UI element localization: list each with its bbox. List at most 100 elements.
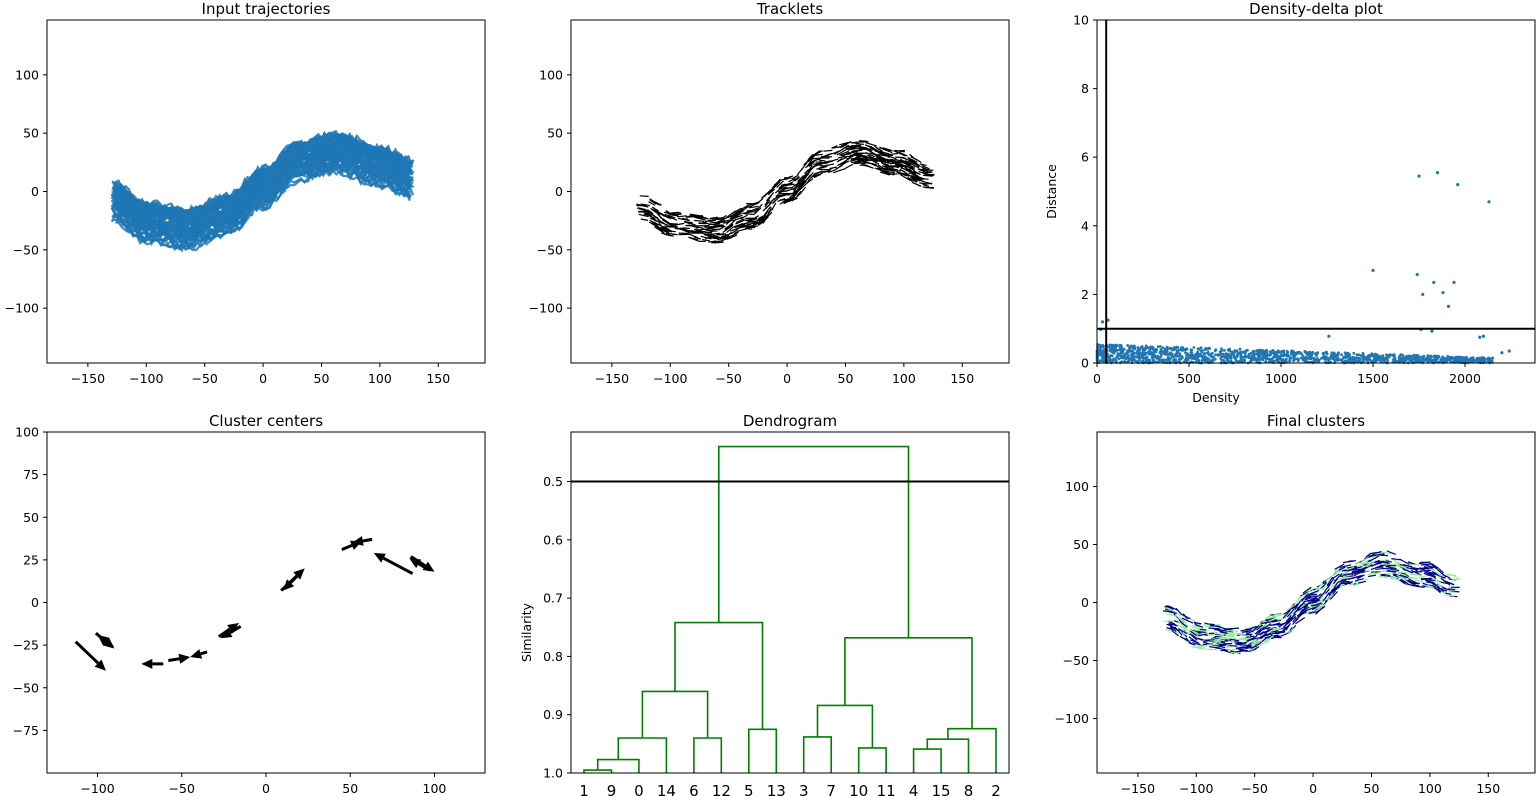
tracklet-dash: [765, 192, 775, 202]
tracklet-dash: [1245, 628, 1252, 634]
tracklet-dash: [901, 156, 912, 163]
tracklet-dash: [840, 142, 848, 147]
leaf-label: 5: [744, 782, 754, 796]
tracklet-dash: [1406, 566, 1414, 570]
tracklet-dash: [1306, 606, 1313, 611]
tracklet-dash: [1294, 594, 1302, 605]
density-point: [1270, 351, 1273, 355]
leaf-label: 10: [849, 782, 868, 796]
density-point: [1165, 350, 1169, 354]
density-point: [1132, 357, 1135, 360]
density-point: [1296, 357, 1299, 361]
tracklet-dash: [1319, 582, 1328, 590]
tracklet-dash: [1228, 638, 1240, 642]
density-point: [1326, 357, 1330, 360]
center-arrow-head: [190, 649, 203, 659]
tracklet-dash: [846, 155, 854, 160]
tracklet-dash: [1228, 633, 1236, 636]
tracklet-dash: [1297, 594, 1304, 601]
density-point: [1204, 355, 1208, 359]
tracklet-dash: [810, 173, 821, 179]
density-point: [1127, 354, 1130, 357]
density-point: [1113, 344, 1117, 348]
tracklet-dash: [723, 219, 734, 224]
tracklet-dash: [688, 236, 699, 241]
tracklet-dash: [921, 164, 930, 170]
tracklet-dash: [1399, 576, 1410, 584]
tracklet-dash: [1248, 638, 1257, 644]
tracklet-dash: [746, 218, 757, 222]
x-tick-label: −100: [129, 371, 163, 386]
density-point: [1467, 358, 1471, 361]
tracklet-dash: [737, 209, 745, 213]
density-point: [1242, 350, 1245, 354]
tracklet-dash: [790, 184, 797, 189]
tracklet-dash: [796, 177, 804, 186]
tracklet-dash: [861, 163, 869, 167]
center-arrow-shaft: [168, 657, 180, 662]
y-tick-label: 6: [1081, 150, 1089, 165]
density-point: [1155, 356, 1158, 360]
y-axis-label: Distance: [1044, 164, 1059, 219]
tracklet-dash: [1438, 568, 1445, 574]
dendrogram-link: [617, 737, 668, 773]
center-arrow-head: [227, 622, 240, 634]
tracklet-dash: [897, 173, 909, 176]
tracklet-dash: [803, 157, 812, 166]
tracklet-dash: [1297, 600, 1306, 610]
tracklet-dash: [816, 165, 828, 170]
density-point: [1442, 358, 1446, 362]
center-arrow: [220, 625, 242, 639]
tracklet-dash: [816, 170, 826, 174]
tracklet-dash: [1164, 606, 1176, 613]
tracklet-dash: [746, 222, 758, 225]
tracklet-dash: [1348, 580, 1360, 586]
density-point: [1117, 357, 1121, 361]
density-point: [1415, 358, 1419, 362]
tracklet-dash: [1219, 631, 1228, 634]
tracklet-dash: [870, 145, 881, 154]
density-point: [1235, 349, 1239, 353]
density-point: [1481, 334, 1486, 338]
density-point: [1138, 351, 1142, 355]
tracklet-dash: [1188, 636, 1199, 644]
tracklet-dash: [879, 155, 887, 161]
density-point: [1446, 358, 1450, 362]
tracklet-dash: [1165, 613, 1174, 616]
leaf-label: 9: [607, 782, 617, 796]
x-tick-label: 0: [783, 371, 791, 386]
tracklet-dash: [1308, 611, 1316, 614]
density-point: [1162, 349, 1166, 353]
density-point: [1265, 352, 1269, 356]
tracklet-dash: [1396, 565, 1407, 569]
tracklet-dash: [1197, 631, 1206, 633]
tracklet-dash: [1303, 602, 1310, 609]
density-point: [1459, 355, 1462, 359]
tracklet-dash: [1318, 590, 1326, 599]
tracklet-dash: [704, 231, 713, 234]
dendrogram-link: [717, 445, 910, 638]
panel-density-delta-plot: Density-delta plot 0 500 1000 1500 2000 0 2 4 6 8 1…: [1044, 0, 1536, 405]
tracklet-dash: [1260, 621, 1268, 625]
tracklet-dash: [1373, 570, 1385, 575]
tracklet-dash: [711, 232, 721, 235]
density-point: [1248, 353, 1251, 357]
tracklet-dash: [1317, 603, 1327, 610]
tracklet-dash: [1191, 646, 1202, 650]
tracklet-dash: [747, 202, 758, 206]
density-point: [1404, 359, 1408, 362]
x-tick-label: −100: [80, 781, 114, 796]
density-point: [1316, 351, 1320, 355]
density-point: [1141, 359, 1145, 363]
density-point: [1371, 268, 1375, 272]
tracklet-dash: [1326, 576, 1334, 587]
tracklet-dash: [1310, 603, 1319, 607]
tracklet-dash: [708, 240, 717, 243]
tracklet-dash: [1227, 634, 1235, 638]
tracklet-dash: [716, 241, 724, 244]
y-tick-label: 0: [555, 184, 563, 199]
tracklet-dash: [1263, 626, 1271, 630]
center-arrow-head: [141, 658, 153, 669]
tracklet-dash: [1188, 629, 1196, 637]
density-point: [1279, 357, 1283, 361]
